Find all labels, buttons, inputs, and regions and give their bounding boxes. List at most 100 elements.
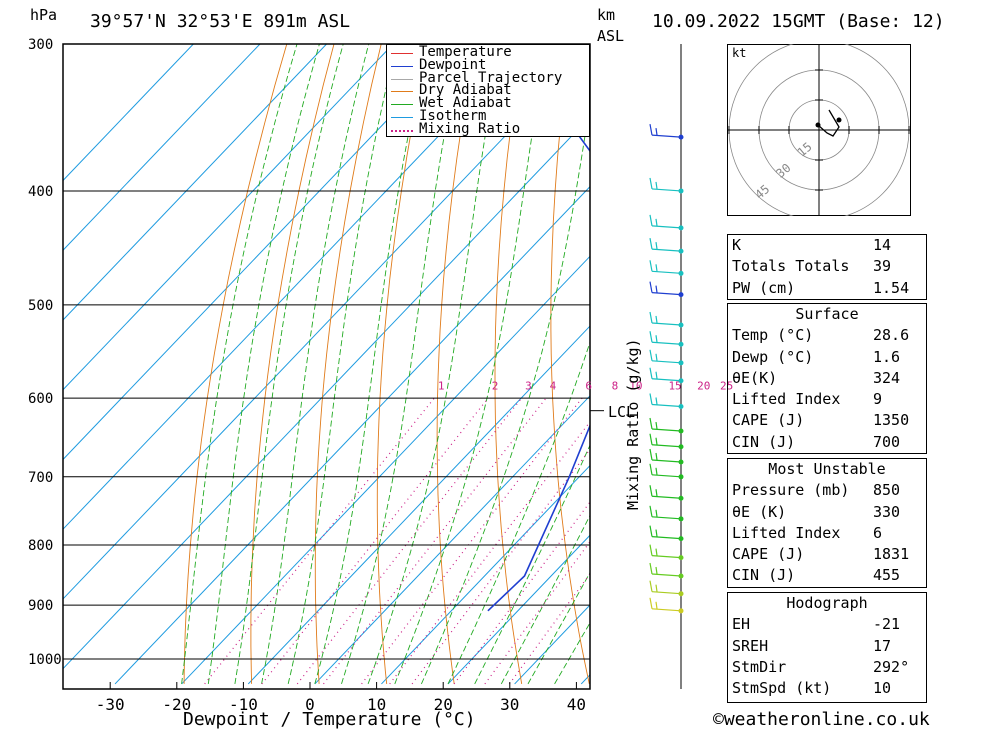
wind-barb xyxy=(651,444,682,448)
wind-barb-feather xyxy=(649,260,653,272)
wind-barb-feather xyxy=(649,311,653,324)
dry-adiabat-line xyxy=(948,44,1000,684)
index-value: -21 xyxy=(873,615,901,634)
legend-label: Temperature xyxy=(419,44,512,60)
index-value: 850 xyxy=(873,481,901,500)
wind-barb-feather xyxy=(649,448,653,461)
wet-adiabat-line xyxy=(314,44,428,685)
index-row: PW (cm) 1.54 xyxy=(728,278,926,299)
wind-barb-feather xyxy=(649,238,653,250)
x-axis-label: Dewpoint / Temperature (°C) xyxy=(183,709,476,730)
wind-barb-feather xyxy=(655,548,658,556)
wet-adiabat-line xyxy=(500,514,590,685)
wind-barb-feather xyxy=(649,597,653,609)
wind-barb-feather xyxy=(655,315,658,324)
dry-adiabat-line xyxy=(658,44,725,684)
index-label: Dewp (°C) xyxy=(732,347,814,366)
index-label: K xyxy=(732,236,742,254)
index-value: 1831 xyxy=(873,545,910,564)
surface-panel: Surface Temp (°C) 28.6 Dewp (°C) 1.6 θE(K) 32… xyxy=(727,303,927,455)
index-row: SREH 17 xyxy=(728,636,926,657)
wind-barb xyxy=(651,495,682,499)
isotherm-line xyxy=(114,185,590,685)
index-label: CIN (J) xyxy=(732,566,796,585)
hodograph-unit: kt xyxy=(732,46,747,60)
index-value: 330 xyxy=(873,502,901,521)
index-value: 39 xyxy=(873,257,892,276)
mixing-ratio-line xyxy=(484,540,590,685)
asl-unit: ASL xyxy=(597,27,625,45)
index-value: 14 xyxy=(873,236,892,254)
wind-barb xyxy=(651,474,682,478)
y-tick-label: 500 xyxy=(28,298,53,314)
datetime-title: 10.09.2022 15GMT (Base: 12) xyxy=(652,11,945,32)
wet-adiabat-line xyxy=(420,100,590,685)
mixing-ratio-line xyxy=(261,397,489,685)
legend-item: Temperature xyxy=(387,44,587,60)
index-label: StmDir xyxy=(732,657,787,676)
surface-title: Surface xyxy=(795,305,859,323)
y-tick-label: 400 xyxy=(28,184,53,200)
mixing-ratio-line xyxy=(296,397,523,685)
mixing-ratio-label: 6 xyxy=(585,379,592,392)
y-tick-label: 1000 xyxy=(28,652,62,668)
wind-barb xyxy=(651,378,682,382)
index-label: θE(K) xyxy=(732,368,778,387)
wind-barb xyxy=(651,341,682,345)
hodograph-point xyxy=(815,122,821,128)
legend-item: Isotherm xyxy=(387,109,587,124)
wind-barb-feather xyxy=(649,417,653,430)
index-row: StmSpd (kt) 10 xyxy=(728,678,926,699)
wind-barb-feather xyxy=(655,452,658,461)
index-value: 292° xyxy=(873,657,910,676)
mixing-ratio-label: 4 xyxy=(550,379,557,392)
index-value: 700 xyxy=(873,432,901,451)
index-label: Lifted Index xyxy=(732,390,841,409)
index-value: 1.54 xyxy=(873,278,910,297)
mixing-ratio-line xyxy=(411,448,590,685)
lcl-label: LCL xyxy=(608,403,636,421)
index-row: CIN (J) 700 xyxy=(728,432,926,453)
wind-barb-feather xyxy=(649,281,653,293)
legend-item: Dewpoint xyxy=(387,57,587,73)
isotherm-line xyxy=(181,255,590,685)
copyright[interactable]: ©weatheronline.co.uk xyxy=(713,709,930,730)
index-row: EH -21 xyxy=(728,614,926,635)
index-row: Totals Totals 39 xyxy=(728,256,926,277)
isotherm-line xyxy=(63,44,527,530)
isotherm-line xyxy=(63,116,590,670)
legend-swatch xyxy=(391,104,413,106)
isotherm-line xyxy=(63,44,461,461)
wind-barb-feather xyxy=(655,335,658,343)
wind-barb xyxy=(651,428,682,432)
wind-barb-feather xyxy=(655,601,658,609)
hodograph-point xyxy=(836,117,842,123)
index-value: 1.6 xyxy=(873,347,901,366)
index-value: 324 xyxy=(873,368,901,387)
index-value: 9 xyxy=(873,390,883,409)
wind-barb-feather xyxy=(649,214,653,226)
dewpoint-profile xyxy=(487,107,590,612)
wind-barb-feather xyxy=(655,467,658,475)
isotherm-line xyxy=(63,44,194,182)
wind-barb-feather xyxy=(649,580,653,592)
wind-barb xyxy=(651,270,682,274)
y-tick-label: 600 xyxy=(28,391,53,407)
index-label: CIN (J) xyxy=(732,432,796,451)
location-title: 39°57'N 32°53'E 891m ASL xyxy=(90,11,351,32)
wet-adiabat-line xyxy=(367,44,502,685)
index-value: 455 xyxy=(873,566,901,585)
hodograph-trace xyxy=(817,109,840,137)
legend-swatch xyxy=(391,129,413,132)
hodograph-panel: Hodograph EH -21 SREH 17 StmDir 292° StmSpd (k… xyxy=(727,592,927,703)
wind-barb-feather xyxy=(649,505,653,517)
wind-barb-feather xyxy=(649,562,653,575)
index-row: Dewp (°C) 1.6 xyxy=(728,347,926,368)
mixing-ratio-label: 2 xyxy=(492,379,499,392)
wind-barb-feather xyxy=(655,242,658,250)
legend-label: Mixing Ratio xyxy=(419,120,521,137)
index-row: StmDir 292° xyxy=(728,657,926,678)
mixing-ratio-label: 15 xyxy=(668,379,681,392)
x-tick-label: -20 xyxy=(162,695,191,714)
